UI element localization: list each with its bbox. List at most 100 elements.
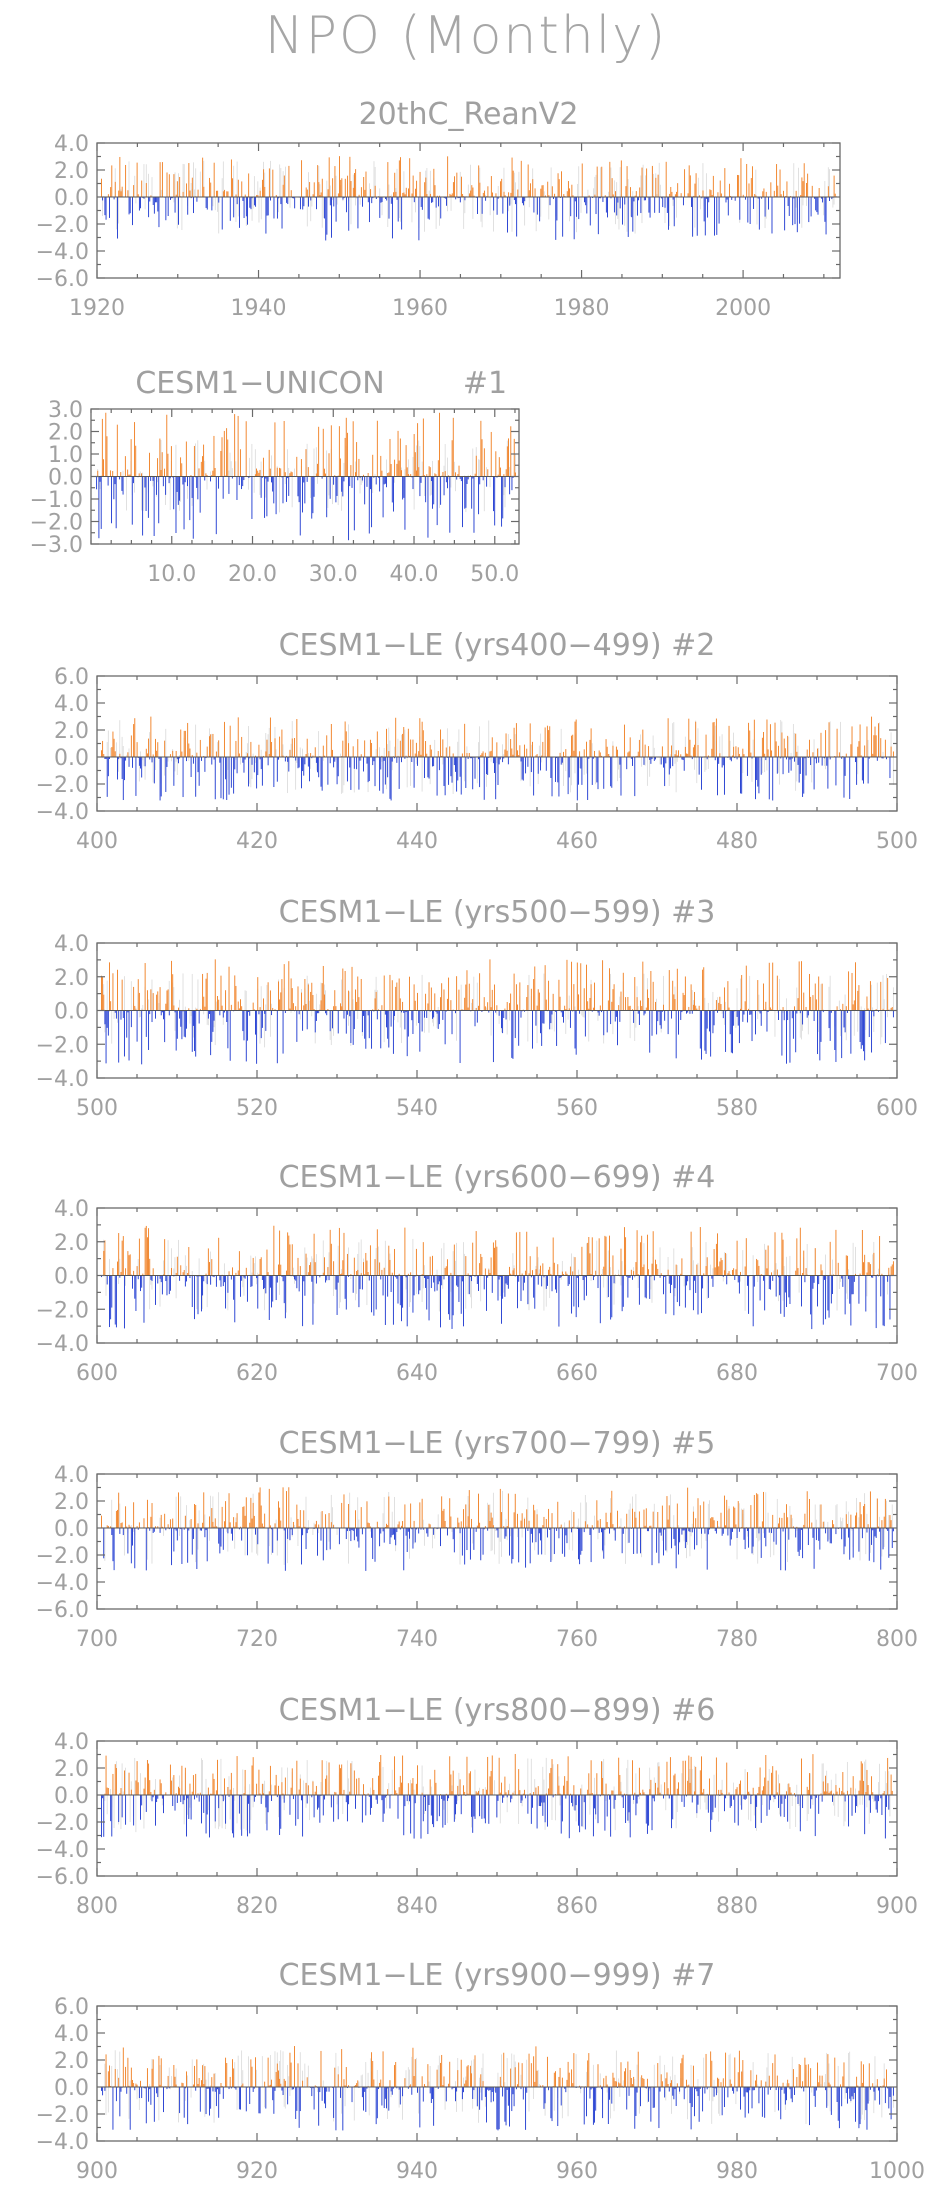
- positive-bar: [348, 743, 350, 757]
- positive-bar: [315, 473, 317, 477]
- faint-bar: [614, 1275, 616, 1284]
- positive-bar: [126, 1526, 128, 1528]
- positive-bar: [338, 1227, 340, 1276]
- faint-bar: [250, 1255, 252, 1276]
- negative-bar: [246, 1275, 248, 1302]
- faint-bar: [540, 733, 541, 757]
- negative-bar: [176, 1528, 178, 1541]
- faint-bar: [752, 739, 754, 757]
- negative-bar: [257, 1528, 259, 1545]
- faint-bar: [548, 197, 550, 220]
- positive-bar: [422, 418, 424, 477]
- positive-bar: [395, 191, 397, 197]
- positive-bar: [399, 438, 401, 477]
- negative-bar: [421, 197, 423, 210]
- negative-bar: [504, 476, 506, 488]
- negative-bar: [321, 476, 323, 479]
- positive-bar: [235, 1522, 237, 1528]
- positive-bar: [769, 1007, 771, 1011]
- negative-bar: [556, 757, 558, 759]
- negative-bar: [473, 476, 475, 533]
- faint-bar: [236, 161, 238, 197]
- negative-bar: [388, 1010, 390, 1048]
- faint-bar: [466, 746, 468, 757]
- positive-bar: [590, 984, 592, 1011]
- faint-bar: [437, 1007, 439, 1011]
- positive-bar: [335, 1006, 337, 1011]
- positive-bar: [874, 726, 876, 757]
- positive-bar: [135, 445, 137, 477]
- negative-bar: [730, 757, 732, 762]
- negative-bar: [160, 1275, 162, 1283]
- positive-bar: [275, 194, 277, 197]
- negative-bar: [657, 1010, 659, 1022]
- positive-bar: [604, 1235, 606, 1276]
- faint-bar: [579, 757, 580, 769]
- negative-bar: [188, 1528, 190, 1531]
- positive-bar: [857, 746, 859, 757]
- faint-bar: [538, 1269, 540, 1276]
- faint-bar: [609, 754, 610, 757]
- negative-bar: [681, 1010, 683, 1013]
- positive-bar: [800, 194, 802, 197]
- faint-bar: [629, 1010, 631, 1039]
- negative-bar: [568, 1275, 570, 1285]
- negative-bar: [243, 197, 245, 219]
- negative-bar: [535, 1010, 537, 1026]
- positive-bar: [405, 755, 407, 757]
- negative-bar: [189, 1275, 191, 1279]
- positive-bar: [817, 748, 818, 757]
- positive-bar: [827, 186, 829, 197]
- positive-bar: [680, 754, 682, 757]
- faint-bar: [210, 471, 211, 477]
- positive-bar: [296, 1504, 298, 1528]
- faint-bar: [330, 1494, 332, 1528]
- negative-bar: [173, 1528, 175, 1552]
- negative-bar: [475, 1528, 477, 1532]
- negative-bar: [828, 1275, 830, 1318]
- positive-bar: [374, 185, 376, 197]
- positive-bar: [188, 743, 190, 757]
- negative-bar: [433, 476, 435, 505]
- positive-bar: [693, 195, 695, 197]
- faint-bar: [643, 1243, 645, 1276]
- positive-bar: [390, 464, 392, 477]
- negative-bar: [233, 757, 235, 794]
- positive-bar: [506, 1002, 508, 1011]
- faint-bar: [613, 1275, 615, 1305]
- faint-bar: [587, 189, 589, 197]
- negative-bar: [738, 1010, 740, 1044]
- positive-bar: [478, 1005, 479, 1011]
- negative-bar: [324, 197, 326, 219]
- positive-bar: [212, 733, 214, 757]
- positive-bar: [446, 1259, 448, 1276]
- faint-bar: [786, 998, 787, 1011]
- faint-bar: [193, 162, 194, 197]
- positive-bar: [321, 983, 323, 1011]
- negative-bar: [481, 1010, 483, 1012]
- positive-bar: [244, 194, 246, 197]
- positive-bar: [550, 1273, 552, 1276]
- positive-bar: [604, 195, 606, 197]
- negative-bar: [540, 757, 541, 771]
- positive-bar: [267, 1272, 269, 1276]
- negative-bar: [307, 757, 309, 767]
- faint-bar: [414, 197, 416, 213]
- faint-bar: [801, 1010, 802, 1040]
- positive-bar: [223, 430, 225, 477]
- positive-bar: [496, 1005, 498, 1011]
- faint-bar: [404, 469, 406, 477]
- negative-bar: [265, 1275, 267, 1294]
- positive-bar: [480, 420, 482, 477]
- negative-bar: [889, 757, 891, 779]
- negative-bar: [516, 197, 518, 237]
- faint-bar: [197, 979, 199, 1011]
- positive-bar: [766, 719, 768, 757]
- positive-bar: [112, 731, 114, 757]
- faint-bar: [466, 1525, 468, 1528]
- negative-bar: [155, 1275, 156, 1305]
- faint-bar: [571, 1253, 572, 1276]
- positive-bar: [232, 178, 234, 197]
- negative-bar: [501, 1010, 502, 1029]
- negative-bar: [736, 757, 738, 760]
